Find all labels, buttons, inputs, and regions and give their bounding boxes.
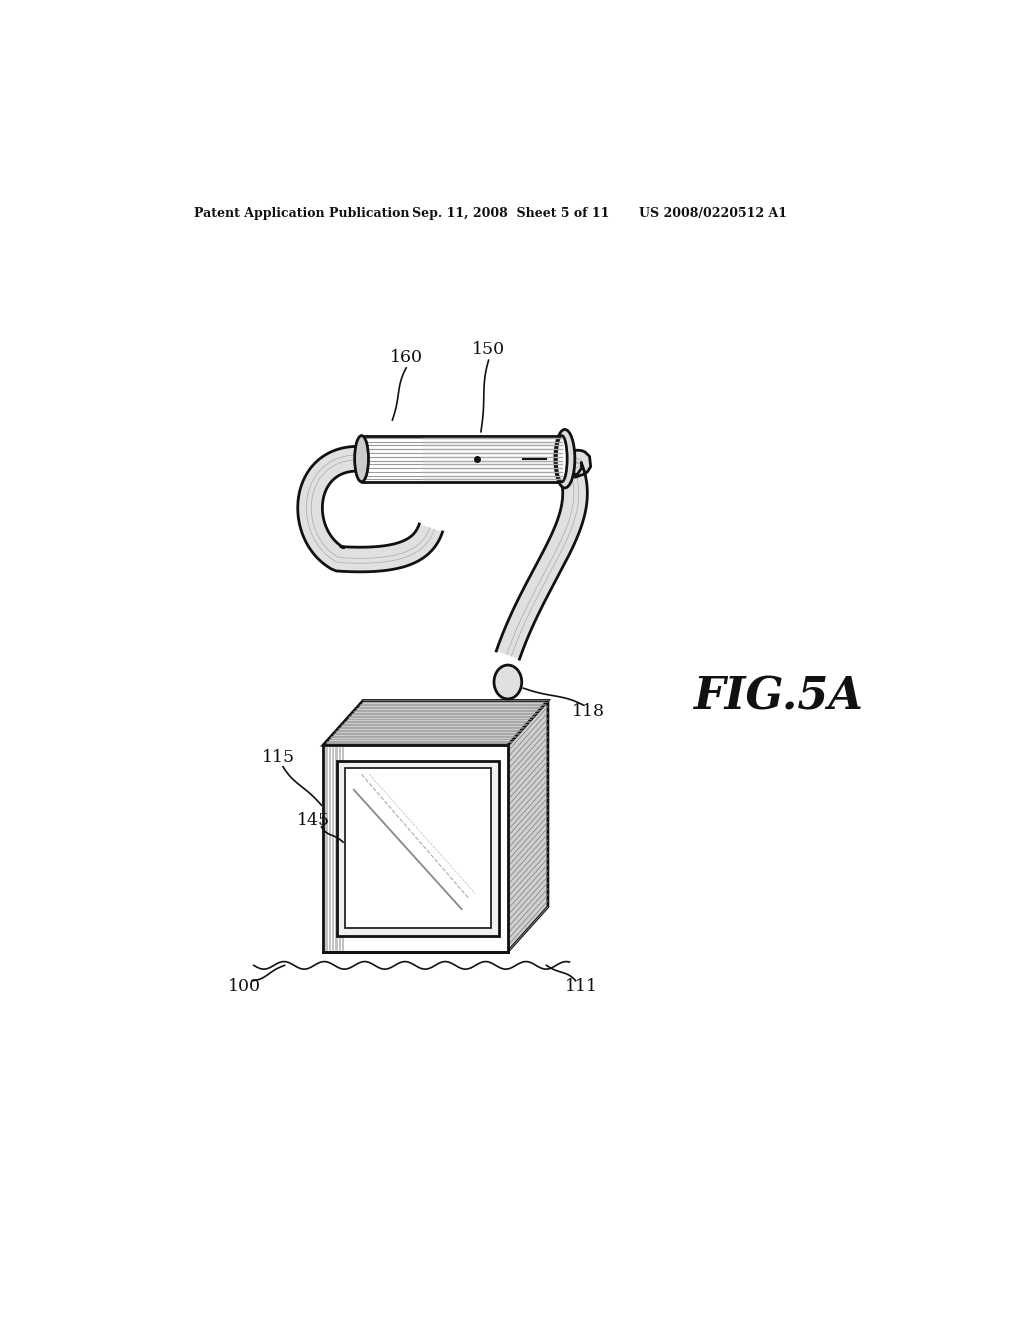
Text: 115: 115 (262, 748, 295, 766)
Polygon shape (508, 701, 548, 952)
Text: 160: 160 (390, 348, 423, 366)
Polygon shape (337, 760, 499, 936)
Text: Sep. 11, 2008  Sheet 5 of 11: Sep. 11, 2008 Sheet 5 of 11 (412, 207, 609, 220)
Text: US 2008/0220512 A1: US 2008/0220512 A1 (639, 207, 786, 220)
Polygon shape (323, 744, 508, 952)
Text: FIG.5A: FIG.5A (692, 676, 862, 719)
Polygon shape (345, 768, 490, 928)
Ellipse shape (556, 436, 567, 482)
Ellipse shape (555, 429, 574, 488)
Text: Patent Application Publication: Patent Application Publication (195, 207, 410, 220)
Polygon shape (497, 450, 591, 659)
Text: 118: 118 (572, 702, 605, 719)
Polygon shape (323, 701, 548, 744)
Text: 100: 100 (228, 978, 261, 995)
Polygon shape (361, 436, 562, 482)
Polygon shape (298, 446, 442, 572)
Ellipse shape (354, 436, 369, 482)
Text: 150: 150 (472, 341, 505, 358)
Text: 145: 145 (297, 812, 331, 829)
Ellipse shape (494, 665, 521, 700)
Text: 111: 111 (564, 978, 598, 995)
